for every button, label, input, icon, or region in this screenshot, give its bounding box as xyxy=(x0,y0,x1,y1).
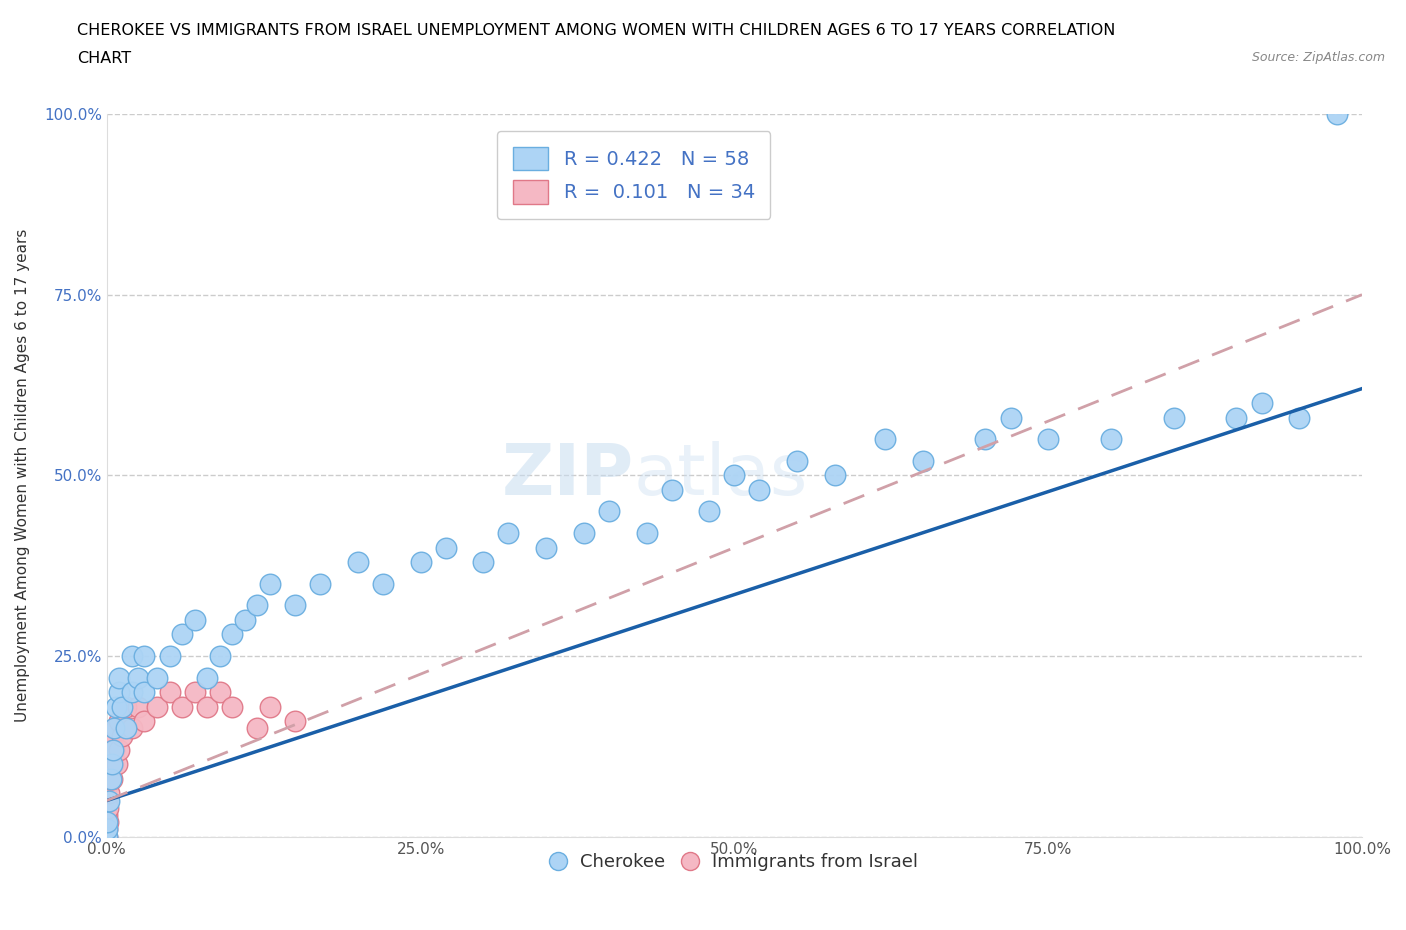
Point xyxy=(98,772,121,787)
Point xyxy=(1000,410,1022,425)
Point xyxy=(105,757,128,772)
Point xyxy=(98,786,121,801)
Point xyxy=(572,525,595,540)
Point xyxy=(636,525,658,540)
Point xyxy=(96,830,118,844)
Point xyxy=(974,432,997,446)
Point xyxy=(96,807,118,822)
Point xyxy=(146,699,169,714)
Point xyxy=(96,822,118,837)
Point xyxy=(159,648,181,663)
Point xyxy=(96,830,118,844)
Point xyxy=(100,757,122,772)
Point xyxy=(208,684,231,699)
Point xyxy=(159,684,181,699)
Point xyxy=(723,468,745,483)
Point xyxy=(103,742,125,757)
Point xyxy=(134,684,156,699)
Point xyxy=(697,504,720,519)
Point xyxy=(911,454,934,469)
Point xyxy=(873,432,896,446)
Point xyxy=(284,598,307,613)
Point xyxy=(1250,395,1272,410)
Point xyxy=(195,671,218,685)
Point xyxy=(100,772,122,787)
Point xyxy=(661,483,683,498)
Point xyxy=(221,699,243,714)
Point xyxy=(284,713,307,728)
Point xyxy=(409,554,432,569)
Point xyxy=(111,728,134,743)
Point xyxy=(195,699,218,714)
Point xyxy=(100,772,122,787)
Point xyxy=(127,699,149,714)
Point xyxy=(824,468,846,483)
Point xyxy=(134,713,156,728)
Text: CHEROKEE VS IMMIGRANTS FROM ISRAEL UNEMPLOYMENT AMONG WOMEN WITH CHILDREN AGES 6: CHEROKEE VS IMMIGRANTS FROM ISRAEL UNEMP… xyxy=(77,23,1116,38)
Point xyxy=(1163,410,1185,425)
Point xyxy=(96,778,118,793)
Point xyxy=(111,699,134,714)
Point xyxy=(121,684,143,699)
Point xyxy=(1225,410,1247,425)
Point xyxy=(246,721,269,736)
Point xyxy=(472,554,495,569)
Point xyxy=(100,742,122,757)
Point xyxy=(121,648,143,663)
Point xyxy=(97,801,120,816)
Point xyxy=(1099,432,1122,446)
Point xyxy=(233,613,256,628)
Point xyxy=(134,648,156,663)
Text: CHART: CHART xyxy=(77,51,131,66)
Point xyxy=(498,525,520,540)
Point xyxy=(103,721,125,736)
Point xyxy=(96,815,118,830)
Point xyxy=(100,757,122,772)
Point xyxy=(114,721,136,736)
Point xyxy=(598,504,620,519)
Point xyxy=(97,815,120,830)
Point xyxy=(1326,107,1348,122)
Point xyxy=(183,613,205,628)
Point xyxy=(101,757,124,772)
Point xyxy=(259,699,281,714)
Point xyxy=(371,577,394,591)
Point xyxy=(208,648,231,663)
Legend: Cherokee, Immigrants from Israel: Cherokee, Immigrants from Israel xyxy=(544,845,925,878)
Point xyxy=(259,577,281,591)
Point xyxy=(434,540,457,555)
Y-axis label: Unemployment Among Women with Children Ages 6 to 17 years: Unemployment Among Women with Children A… xyxy=(15,229,30,722)
Point xyxy=(170,627,193,642)
Point xyxy=(246,598,269,613)
Point xyxy=(146,671,169,685)
Point xyxy=(1038,432,1060,446)
Point xyxy=(108,671,131,685)
Point xyxy=(96,822,118,837)
Point xyxy=(114,699,136,714)
Text: atlas: atlas xyxy=(634,441,808,510)
Point xyxy=(534,540,557,555)
Point xyxy=(510,193,533,208)
Point xyxy=(309,577,332,591)
Point xyxy=(108,684,131,699)
Point xyxy=(127,671,149,685)
Text: ZIP: ZIP xyxy=(502,441,634,510)
Text: Source: ZipAtlas.com: Source: ZipAtlas.com xyxy=(1251,51,1385,64)
Point xyxy=(108,713,131,728)
Point xyxy=(104,699,127,714)
Point xyxy=(786,454,808,469)
Point xyxy=(170,699,193,714)
Point xyxy=(104,721,127,736)
Point xyxy=(121,721,143,736)
Point xyxy=(101,742,124,757)
Point xyxy=(101,728,124,743)
Point xyxy=(748,483,770,498)
Point xyxy=(346,554,368,569)
Point xyxy=(108,742,131,757)
Point xyxy=(183,684,205,699)
Point xyxy=(1288,410,1310,425)
Point xyxy=(221,627,243,642)
Point xyxy=(96,793,118,808)
Point xyxy=(98,793,121,808)
